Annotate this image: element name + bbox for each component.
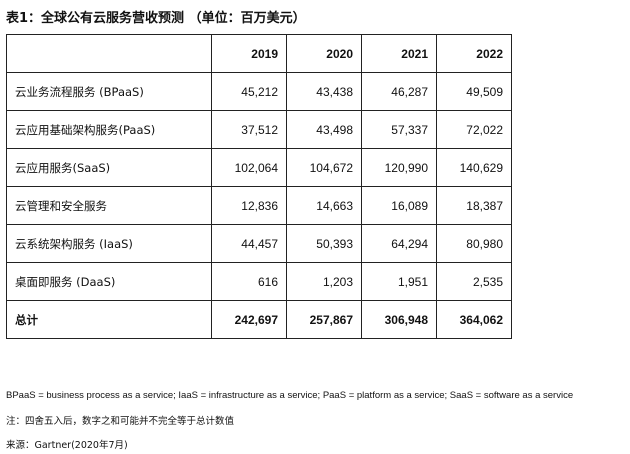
- table-cell: 2,535: [436, 262, 512, 301]
- table-cell: 57,337: [361, 110, 437, 149]
- table-cell: 43,438: [286, 72, 362, 111]
- revenue-forecast-table: 2019 2020 2021 2022 云业务流程服务 (BPaaS) 45,2…: [6, 34, 512, 339]
- table-row: 云应用基础架构服务(PaaS) 37,512 43,498 57,337 72,…: [6, 110, 512, 149]
- total-cell: 242,697: [211, 300, 287, 339]
- table-cell: 1,203: [286, 262, 362, 301]
- table-cell: 64,294: [361, 224, 437, 263]
- table-cell: 16,089: [361, 186, 437, 225]
- row-label: 云系统架构服务 (IaaS): [6, 224, 212, 263]
- rounding-note: 注：四舍五入后，数字之和可能并不完全等于总计数值: [6, 416, 235, 427]
- total-cell: 364,062: [436, 300, 512, 339]
- row-label: 云应用服务(SaaS): [6, 148, 212, 187]
- abbreviation-note: BPaaS = business process as a service; I…: [6, 390, 574, 401]
- table-row: 云管理和安全服务 12,836 14,663 16,089 18,387: [6, 186, 512, 225]
- header-year-2022: 2022: [436, 34, 512, 73]
- table-row: 云业务流程服务 (BPaaS) 45,212 43,438 46,287 49,…: [6, 72, 512, 111]
- header-year-2021: 2021: [361, 34, 437, 73]
- row-label: 云应用基础架构服务(PaaS): [6, 110, 212, 149]
- header-year-2019: 2019: [211, 34, 287, 73]
- table-row: 云应用服务(SaaS) 102,064 104,672 120,990 140,…: [6, 148, 512, 187]
- table-row: 云系统架构服务 (IaaS) 44,457 50,393 64,294 80,9…: [6, 224, 512, 263]
- header-year-2020: 2020: [286, 34, 362, 73]
- table-cell: 104,672: [286, 148, 362, 187]
- table-cell: 140,629: [436, 148, 512, 187]
- table-cell: 49,509: [436, 72, 512, 111]
- table-cell: 46,287: [361, 72, 437, 111]
- table-cell: 44,457: [211, 224, 287, 263]
- table-cell: 50,393: [286, 224, 362, 263]
- source-note: 来源：Gartner(2020年7月): [6, 440, 128, 451]
- table-cell: 72,022: [436, 110, 512, 149]
- table-cell: 616: [211, 262, 287, 301]
- total-cell: 257,867: [286, 300, 362, 339]
- total-label: 总计: [6, 300, 212, 339]
- table-title: 表1：全球公有云服务营收预测 （单位：百万美元）: [6, 11, 306, 26]
- table-cell: 18,387: [436, 186, 512, 225]
- total-cell: 306,948: [361, 300, 437, 339]
- header-corner-cell: [6, 34, 212, 73]
- table-cell: 14,663: [286, 186, 362, 225]
- table-cell: 120,990: [361, 148, 437, 187]
- row-label: 桌面即服务 (DaaS): [6, 262, 212, 301]
- table-header-row: 2019 2020 2021 2022: [6, 34, 512, 73]
- table-cell: 43,498: [286, 110, 362, 149]
- table-cell: 45,212: [211, 72, 287, 111]
- table-cell: 12,836: [211, 186, 287, 225]
- table-cell: 80,980: [436, 224, 512, 263]
- table-row: 桌面即服务 (DaaS) 616 1,203 1,951 2,535: [6, 262, 512, 301]
- total-row: 总计 242,697 257,867 306,948 364,062: [6, 300, 512, 339]
- row-label: 云业务流程服务 (BPaaS): [6, 72, 212, 111]
- row-label: 云管理和安全服务: [6, 186, 212, 225]
- table-cell: 37,512: [211, 110, 287, 149]
- table-cell: 1,951: [361, 262, 437, 301]
- table-cell: 102,064: [211, 148, 287, 187]
